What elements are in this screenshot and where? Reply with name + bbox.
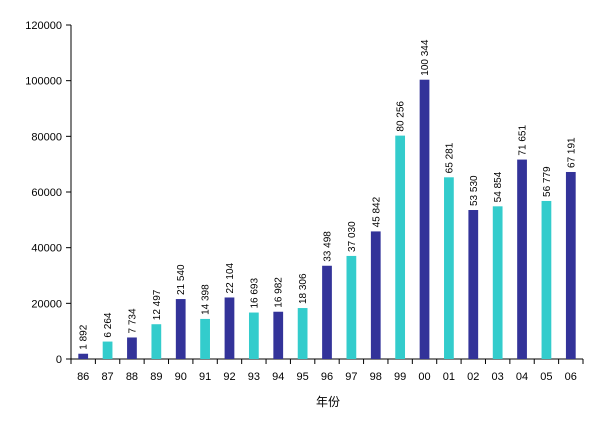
bar-90 bbox=[175, 299, 186, 359]
bar-96 bbox=[322, 265, 332, 359]
x-tick-label: 90 bbox=[175, 371, 187, 383]
y-tick-label: 120000 bbox=[25, 20, 62, 32]
x-tick-label: 93 bbox=[248, 371, 260, 383]
y-tick-label: 60000 bbox=[31, 187, 62, 199]
bar-98 bbox=[370, 231, 381, 359]
bar-89 bbox=[151, 324, 162, 359]
value-label-01: 65 281 bbox=[444, 142, 455, 173]
bar-03 bbox=[492, 206, 503, 359]
x-tick-label: 98 bbox=[370, 371, 382, 383]
bar-87 bbox=[102, 341, 113, 359]
value-label-06: 67 191 bbox=[566, 137, 577, 168]
x-axis: 86 87 88 89 90 91 92 93 94 95 96 97 98 99 00 01 02 03 04 05… bbox=[70, 358, 584, 383]
value-label-88: 7 734 bbox=[127, 308, 138, 333]
value-label-02: 53 530 bbox=[469, 175, 480, 206]
bar-86 bbox=[78, 353, 89, 359]
bar-04 bbox=[517, 159, 527, 359]
value-label-86: 1 892 bbox=[79, 324, 90, 349]
value-label-00: 100 344 bbox=[420, 39, 431, 76]
x-tick-label: 88 bbox=[126, 371, 138, 383]
value-label-89: 12 497 bbox=[152, 289, 163, 320]
bars bbox=[78, 79, 576, 359]
bar-99 bbox=[395, 135, 406, 359]
value-label-94: 16 982 bbox=[274, 277, 285, 308]
bar-02 bbox=[468, 210, 479, 359]
value-label-92: 22 104 bbox=[225, 262, 236, 293]
data-labels: 1 892 6 264 7 734 12 497 21 540 14 398 22 104 1… bbox=[79, 39, 578, 350]
x-tick-label: 06 bbox=[565, 371, 577, 383]
value-label-93: 16 693 bbox=[249, 278, 260, 309]
bar-97 bbox=[346, 255, 357, 359]
y-tick-label: 20000 bbox=[31, 298, 62, 310]
y-axis: 0 20000 40000 60000 80000 100000 120000 bbox=[25, 20, 72, 366]
x-tick-label: 99 bbox=[394, 371, 406, 383]
x-tick-label: 92 bbox=[223, 371, 235, 383]
bar-05 bbox=[541, 200, 552, 359]
value-label-96: 33 498 bbox=[323, 231, 334, 262]
y-tick-label: 40000 bbox=[31, 243, 62, 255]
x-axis-title: 年份 bbox=[316, 395, 340, 409]
x-tick-label: 96 bbox=[321, 371, 333, 383]
x-tick-label: 91 bbox=[199, 371, 211, 383]
bar-00 bbox=[419, 79, 430, 359]
value-label-91: 14 398 bbox=[201, 284, 212, 315]
bar-94 bbox=[273, 311, 284, 359]
x-tick-label: 87 bbox=[101, 371, 113, 383]
value-label-05: 56 779 bbox=[542, 166, 553, 197]
y-tick-label: 100000 bbox=[25, 76, 62, 88]
bar-88 bbox=[127, 337, 137, 359]
x-tick-label: 97 bbox=[345, 371, 357, 383]
x-tick-label: 02 bbox=[467, 371, 479, 383]
bar-01 bbox=[444, 177, 454, 359]
y-tick-label: 0 bbox=[56, 354, 62, 366]
x-tick-label: 94 bbox=[272, 371, 284, 383]
value-label-04: 71 651 bbox=[518, 125, 529, 156]
value-label-03: 54 854 bbox=[493, 171, 504, 202]
bar-06 bbox=[565, 171, 576, 359]
x-tick-label: 04 bbox=[516, 371, 528, 383]
value-label-99: 80 256 bbox=[396, 101, 407, 132]
x-tick-label: 00 bbox=[418, 371, 430, 383]
bar-93 bbox=[248, 312, 259, 359]
value-label-98: 45 842 bbox=[371, 196, 382, 227]
x-tick-label: 86 bbox=[77, 371, 89, 383]
x-tick-label: 01 bbox=[443, 371, 455, 383]
x-tick-label: 03 bbox=[492, 371, 504, 383]
y-tick-label: 80000 bbox=[31, 131, 62, 143]
bar-91 bbox=[200, 318, 210, 359]
value-label-90: 21 540 bbox=[176, 264, 187, 295]
bar-92 bbox=[224, 297, 235, 359]
value-label-95: 18 306 bbox=[298, 273, 309, 304]
value-label-87: 6 264 bbox=[103, 312, 114, 337]
x-tick-label: 89 bbox=[150, 371, 162, 383]
bar-95 bbox=[297, 308, 308, 359]
x-tick-label: 05 bbox=[540, 371, 552, 383]
x-tick-label: 95 bbox=[296, 371, 308, 383]
value-label-97: 37 030 bbox=[347, 221, 358, 252]
